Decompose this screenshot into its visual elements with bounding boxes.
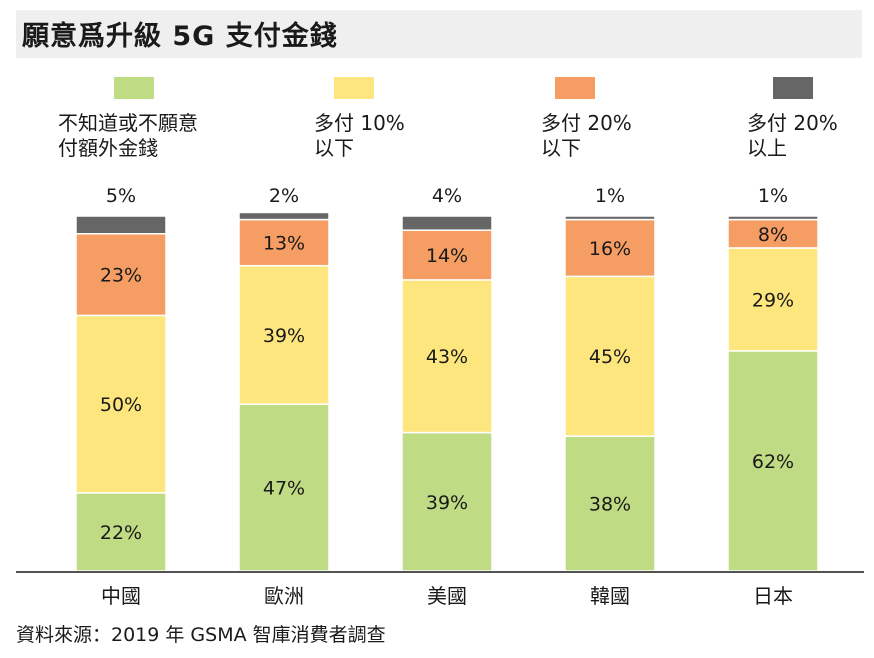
category-label: 韓國: [590, 584, 630, 608]
legend-item-no-extra: 不知道或不願意 付額外金錢: [58, 77, 198, 161]
data-label: 14%: [426, 245, 468, 267]
data-label: 5%: [106, 185, 136, 207]
source-note: 資料來源：2019 年 GSMA 智庫消費者調查: [16, 624, 386, 646]
legend-label-over-20: 多付 20% 以上: [747, 111, 838, 160]
bar-segment: [401, 215, 493, 231]
bar-segment: [564, 275, 656, 437]
data-label: 13%: [263, 233, 305, 255]
bar-segment: [727, 350, 819, 572]
bar-segment: [727, 215, 819, 221]
legend-swatch-under-10: [334, 77, 374, 99]
bar-segment: [401, 279, 493, 434]
data-label: 45%: [589, 346, 631, 368]
data-label: 16%: [589, 238, 631, 260]
legend-swatch-under-20: [555, 77, 595, 99]
data-label: 50%: [100, 394, 142, 416]
legend-swatch-no-extra: [114, 77, 154, 99]
data-label: 47%: [263, 478, 305, 500]
bar-segment: [75, 314, 167, 494]
data-label: 1%: [758, 185, 788, 207]
category-label: 美國: [427, 584, 467, 608]
data-label: 38%: [589, 494, 631, 516]
data-label: 23%: [100, 265, 142, 287]
bar-segment: [238, 264, 330, 405]
bar-segment: [564, 215, 656, 221]
title-bar: [16, 10, 862, 58]
data-label: 62%: [752, 451, 794, 473]
legend-label-under-10: 多付 10% 以下: [314, 111, 405, 160]
data-label: 4%: [432, 185, 462, 207]
data-label: 39%: [426, 492, 468, 514]
data-label: 8%: [758, 224, 788, 246]
data-label: 39%: [263, 325, 305, 347]
data-label: 43%: [426, 346, 468, 368]
chart-title: 願意爲升級 5G 支付金錢: [22, 21, 338, 52]
category-label: 中國: [101, 584, 141, 608]
category-label: 日本: [753, 584, 793, 608]
bar-segment: [564, 218, 656, 278]
bar-segment: [238, 211, 330, 221]
legend-item-under-20: 多付 20% 以下: [541, 77, 632, 161]
legend-swatch-over-20: [773, 77, 813, 99]
data-label: 29%: [752, 289, 794, 311]
bar-segment: [727, 247, 819, 352]
legend-label-no-extra: 不知道或不願意 付額外金錢: [58, 111, 198, 160]
data-label: 22%: [100, 522, 142, 544]
bar-segment: [75, 215, 167, 235]
bar-segment: [401, 431, 493, 572]
category-label: 歐洲: [264, 584, 304, 608]
legend-item-over-20: 多付 20% 以上: [747, 77, 838, 161]
data-label: 1%: [595, 185, 625, 207]
bar-segment: [238, 403, 330, 572]
bar-segment: [727, 218, 819, 249]
bar-segment: [564, 435, 656, 572]
legend-label-under-20: 多付 20% 以下: [541, 111, 632, 160]
data-label: 2%: [269, 185, 299, 207]
bar-segment: [75, 233, 167, 317]
legend-item-under-10: 多付 10% 以下: [314, 77, 405, 161]
bar-segment: [75, 492, 167, 572]
